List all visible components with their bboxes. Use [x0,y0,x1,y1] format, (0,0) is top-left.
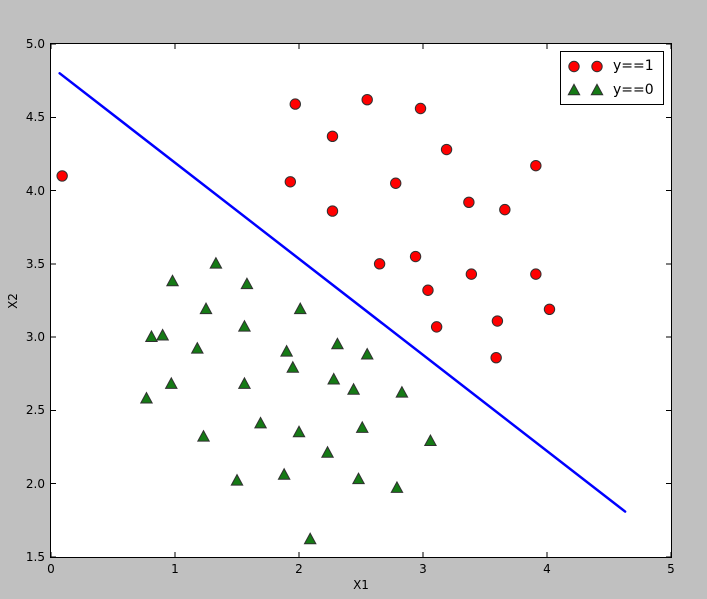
legend-marker-glyph [590,83,604,96]
x-tick-label: 2 [295,562,303,576]
scatter-point-y1 [289,98,301,110]
scatter-point-y0 [355,420,369,433]
scatter-point-y1 [465,268,478,280]
legend: y==1 y==0 [560,51,664,105]
scatter-point-y0 [303,532,317,545]
legend-entry-y0: y==0 [561,78,663,102]
x-axis-label: X1 [353,578,369,592]
scatter-point-y0 [277,467,291,480]
scatter-point-y0 [199,302,213,315]
scatter-point-y1 [463,196,475,208]
scatter-point-y1 [430,321,443,333]
scatter-point-y0 [156,328,170,341]
y-tick-label: 2.0 [25,476,45,491]
scatter-point-y1 [373,258,386,270]
scatter-point-y0 [347,382,361,395]
scatter-point-y0 [144,329,158,342]
legend-marker-glyph [567,83,581,96]
x-tick-label: 1 [171,562,179,576]
scatter-point-y0 [240,277,254,290]
x-tick-label: 0 [47,562,55,576]
y-axis-label: X2 [6,293,20,309]
scatter-point-y0 [196,429,211,442]
scatter-point-y1 [326,205,339,217]
scatter-point-y1 [284,176,297,188]
legend-marker-glyph [568,60,580,73]
scatter-point-y1 [440,143,453,156]
scatter-point-y0 [293,302,307,315]
scatter-point-y1 [530,268,542,280]
legend-label-y1: y==1 [613,58,654,74]
scatter-point-y1 [499,203,511,216]
scatter-point-y1 [422,284,434,296]
legend-label-y0: y==0 [613,82,654,98]
scatter-point-y1 [530,159,542,172]
scatter-point-y0 [280,344,294,357]
scatter-point-y0 [390,480,404,493]
scatter-point-y1 [414,102,427,115]
plot-area: y==1 y==0 [50,43,672,558]
scatter-point-y0 [360,347,374,360]
scatter-point-y0 [423,433,437,447]
y-tick-label: 4.5 [25,110,45,125]
scatter-point-y0 [190,341,204,354]
y-tick-label: 1.5 [25,550,45,564]
scatter-point-y0 [237,376,251,389]
x-tick-label: 4 [543,562,551,576]
legend-red-circle-icon [567,58,607,74]
y-tick-label: 3.0 [25,330,45,345]
y-tick-label: 2.5 [25,403,45,418]
scatter-point-y1 [326,130,339,143]
scatter-point-y0 [165,274,180,287]
scatter-point-y0 [351,472,366,485]
scatter-point-y0 [320,445,335,458]
scatter-point-y1 [490,351,502,364]
scatter-point-y0 [292,425,306,438]
y-tick-label: 4.0 [25,183,45,198]
decision-boundary-line [58,72,627,513]
scatter-point-y0 [395,385,409,398]
legend-entry-y1: y==1 [561,54,663,78]
y-tick-label: 5.0 [25,37,45,51]
scatter-point-y1 [409,250,422,263]
scatter-point-y1 [491,315,504,327]
scatter-point-y0 [254,416,268,429]
scatter-point-y0 [286,360,300,373]
scatter-point-y1 [543,303,556,315]
x-tick-label: 5 [667,562,675,576]
scatter-point-y0 [327,372,341,385]
legend-marker-glyph [591,60,603,73]
scatter-point-y0 [330,337,344,350]
scatter-point-y1 [361,93,373,106]
x-tick-label: 3 [419,562,427,576]
scatter-point-y0 [164,376,178,389]
scatter-point-y0 [237,319,251,332]
scatter-point-y0 [139,391,154,404]
scatter-point-y1 [390,177,402,189]
scatter-point-y1 [56,170,68,182]
scatter-point-y0 [230,473,244,486]
scatter-point-y0 [209,256,223,269]
legend-green-triangle-icon [567,82,607,98]
scatter-plot-canvas [51,44,671,557]
y-tick-label: 3.5 [25,256,45,271]
